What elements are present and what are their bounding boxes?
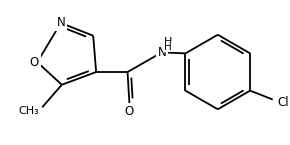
- Text: H: H: [164, 42, 172, 52]
- Text: CH₃: CH₃: [19, 106, 39, 116]
- Text: O: O: [125, 105, 134, 118]
- Text: O: O: [30, 56, 39, 69]
- Text: N: N: [57, 17, 65, 29]
- Text: N: N: [157, 46, 166, 59]
- Text: H: H: [164, 37, 172, 47]
- Text: Cl: Cl: [278, 96, 289, 109]
